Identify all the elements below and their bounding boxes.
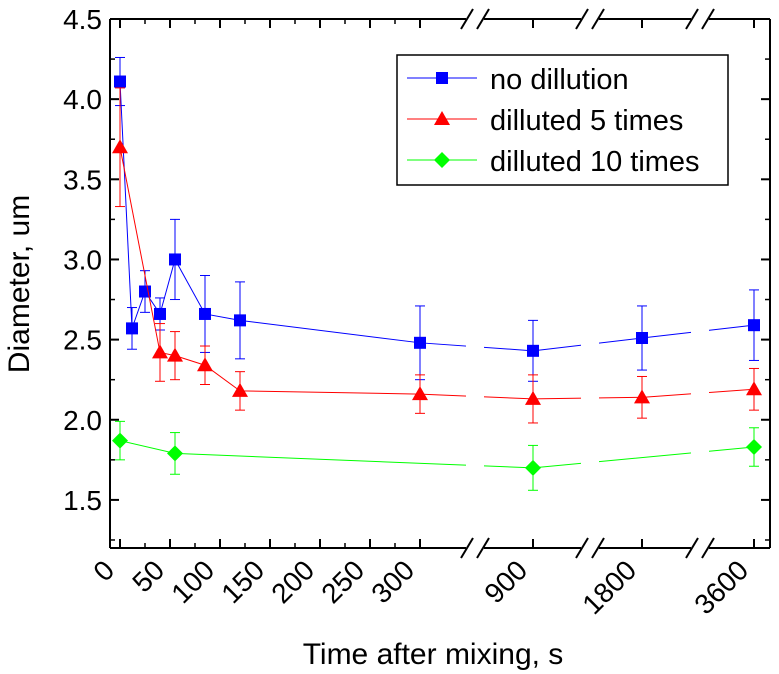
y-tick-label: 1.5 (63, 485, 102, 516)
legend-label: dilluted 10 times (490, 146, 700, 178)
legend-label: dilluted 5 times (490, 105, 683, 137)
series-break-gap (581, 395, 599, 402)
legend: no dillution dilluted 5 times dilluted 10 … (396, 54, 729, 186)
axis-break-mark (460, 537, 474, 559)
data-point (746, 381, 762, 396)
data-point (167, 347, 183, 362)
series-line (119, 440, 755, 469)
axis-break-mark (591, 8, 605, 30)
series-break-gap (691, 328, 709, 335)
y-tick-label: 3.5 (63, 164, 102, 195)
axis-break-mark (591, 537, 605, 559)
y-tick-label: 2.0 (63, 405, 102, 436)
data-point (169, 253, 181, 266)
legend-label: no dillution (490, 64, 629, 96)
x-tick-label: 3600 (688, 554, 754, 620)
legend-marker (436, 72, 448, 84)
data-point (636, 332, 648, 345)
series-group (112, 56, 762, 491)
x-tick-label: 100 (165, 554, 220, 609)
axis-break-gap (691, 537, 709, 559)
axis-breaks (460, 8, 715, 559)
axis-break-mark (701, 537, 715, 559)
data-point (126, 322, 138, 335)
axis-break-gap (581, 8, 599, 30)
data-point (154, 307, 166, 320)
data-point (197, 357, 213, 372)
series-2 (112, 420, 762, 491)
data-point (232, 382, 248, 397)
legend-marker (434, 111, 450, 125)
series-break-gap (581, 459, 599, 466)
legend-marker (434, 152, 450, 168)
axis-break-mark (575, 8, 589, 30)
data-point (748, 319, 760, 332)
data-point (234, 314, 246, 327)
series-break-gap (691, 390, 709, 397)
axis-break-gap (581, 537, 599, 559)
data-point (634, 389, 650, 404)
axis-break-mark (701, 8, 715, 30)
x-tick-label: 300 (365, 554, 420, 609)
x-tick-label: 250 (315, 554, 370, 609)
series-break-gap (466, 393, 484, 400)
y-tick-label: 4.0 (63, 84, 102, 115)
series-break-gap (466, 343, 484, 350)
axis-break-mark (476, 8, 490, 30)
y-tick-label: 2.5 (63, 325, 102, 356)
axis-break-mark (460, 8, 474, 30)
x-tick-label: 200 (265, 554, 320, 609)
x-tick-label: 50 (126, 554, 170, 598)
axis-break-mark (685, 8, 699, 30)
data-point (112, 432, 128, 449)
axis-break-mark (685, 537, 699, 559)
y-axis-label: Diameter, um (3, 195, 36, 373)
data-point (199, 307, 211, 320)
axis-break-mark (575, 537, 589, 559)
series-1 (112, 87, 762, 424)
y-tick-label: 3.0 (63, 244, 102, 275)
series-break-gap (691, 449, 709, 456)
data-point (527, 344, 539, 357)
data-point (525, 459, 541, 476)
data-point (412, 386, 428, 401)
axis-break-gap (691, 8, 709, 30)
x-tick-label: 150 (215, 554, 270, 609)
legend-box (396, 54, 729, 186)
x-tick-label: 1800 (576, 554, 642, 620)
data-point (167, 445, 183, 462)
data-point (746, 439, 762, 456)
x-tick-label: 900 (478, 554, 533, 609)
data-point (414, 336, 426, 349)
y-tick-label: 4.5 (63, 4, 102, 35)
axis-break-mark (476, 537, 490, 559)
x-axis-label: Time after mixing, s (303, 638, 564, 671)
axis-break-gap (466, 8, 484, 30)
data-point (112, 139, 128, 154)
data-point (114, 75, 126, 88)
axis-break-gap (466, 537, 484, 559)
data-point (152, 344, 168, 359)
data-point (525, 390, 541, 405)
series-break-gap (466, 462, 484, 469)
series-break-gap (581, 341, 599, 348)
x-tick-label: 0 (87, 554, 120, 587)
y-axis: 1.5 2.0 2.5 3.0 3.5 4.0 4.5 (63, 4, 770, 541)
